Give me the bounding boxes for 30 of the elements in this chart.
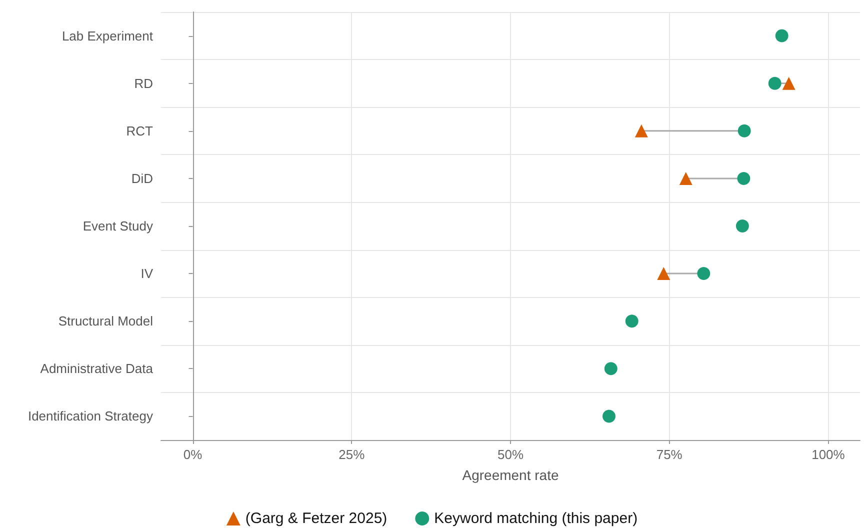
legend-label: (Garg & Fetzer 2025) (245, 510, 388, 527)
point (602, 410, 616, 423)
y-tick-label: IV (140, 266, 154, 282)
x-tick-label: 0% (183, 447, 203, 462)
point (737, 172, 750, 185)
y-tick-label: Structural Model (58, 314, 154, 329)
y-tick-label: DiD (131, 170, 153, 186)
y-tick-label: Lab Experiment (62, 28, 154, 44)
point (775, 29, 788, 42)
point (782, 76, 796, 90)
point (679, 172, 692, 185)
x-tick-label: 75% (656, 447, 683, 462)
y-tick-label: Administrative Data (40, 361, 154, 376)
y-tick-label: RD (134, 76, 153, 91)
point (604, 362, 618, 376)
point (736, 220, 749, 232)
x-tick-label: 100% (812, 447, 846, 462)
x-axis-title: Agreement rate (462, 467, 559, 483)
y-tick-label: RCT (126, 123, 154, 138)
point (657, 267, 670, 280)
point (625, 314, 638, 328)
point (768, 76, 782, 90)
y-tick-label: Event Study (82, 218, 154, 234)
x-tick-label: 50% (497, 447, 524, 462)
legend-label: Keyword matching (this paper) (434, 510, 638, 527)
point (634, 124, 648, 138)
point (738, 124, 751, 138)
y-tick-label: Identification Strategy (28, 408, 154, 424)
point (697, 267, 710, 280)
x-tick-label: 25% (338, 447, 366, 462)
